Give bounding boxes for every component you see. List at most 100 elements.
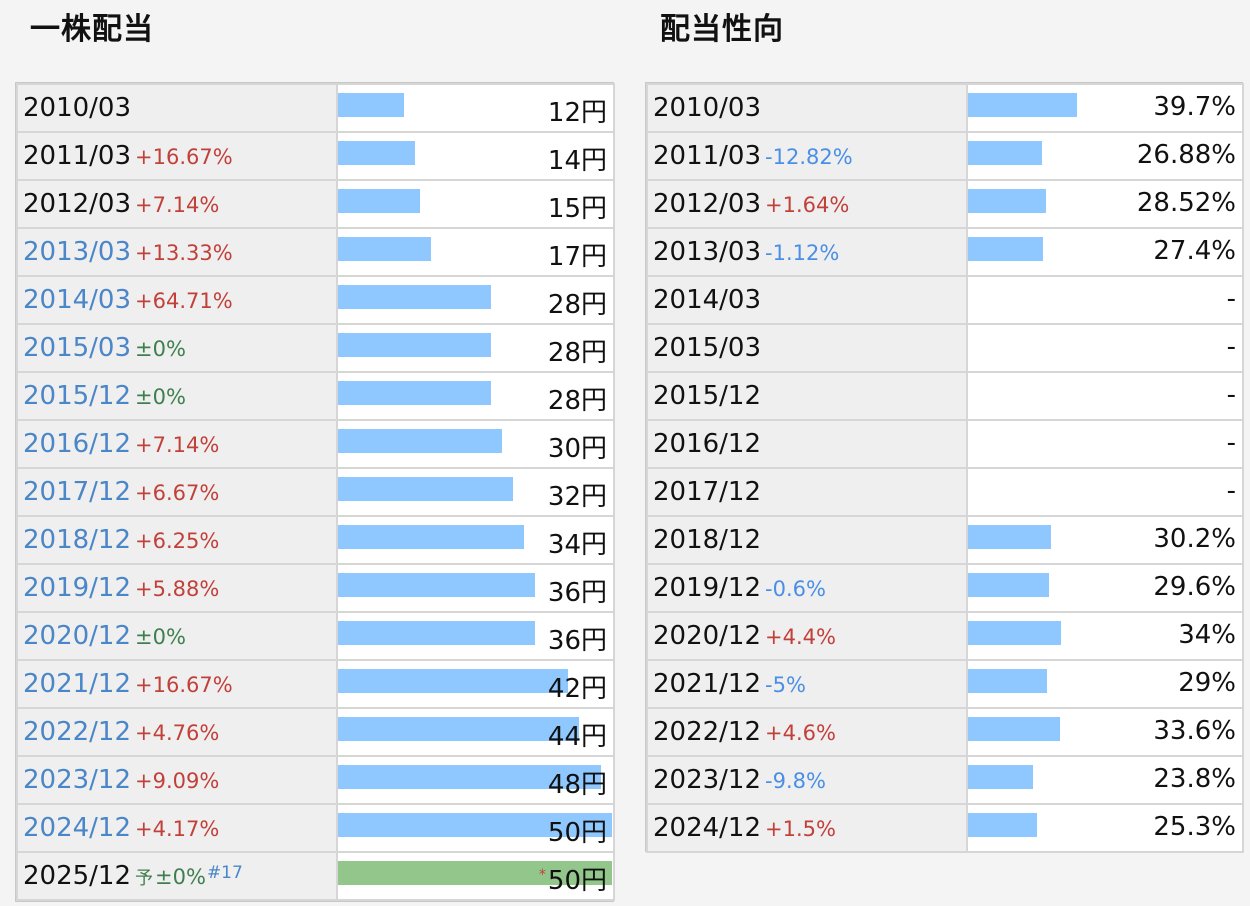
period-label: 2014/03: [653, 285, 762, 315]
forecast-mark: 予: [135, 868, 154, 889]
change-rate: +4.6%: [765, 721, 836, 745]
amount-text: 44円: [547, 722, 607, 752]
change-rate: +7.14%: [135, 193, 220, 217]
payout-bar: [968, 525, 1051, 549]
dividend-value-cell: 50円: [336, 803, 615, 853]
amount-text: 32円: [547, 482, 607, 512]
change-rate: +4.4%: [765, 625, 836, 649]
dividend-bar: [338, 861, 612, 885]
dividend-value-cell: 42円: [336, 659, 615, 709]
payout-bar: [968, 765, 1033, 789]
amount-text: -: [1226, 380, 1236, 410]
dividend-value-cell: 48円: [336, 755, 615, 805]
payout-row: 2015/03 -: [646, 323, 1244, 373]
period-label: 2021/12: [653, 669, 762, 699]
amount-text: 26.88%: [1136, 140, 1236, 170]
change-rate: +5.88%: [135, 577, 220, 601]
dividend-amount: 17円: [548, 236, 607, 273]
amount-text: 23.8%: [1153, 764, 1236, 794]
payout-period-cell: 2015/12: [646, 371, 968, 421]
dividend-row: 2015/03 ±0% 28円: [16, 323, 615, 373]
period-label[interactable]: 2015/03: [23, 333, 132, 363]
payout-row: 2011/03 -12.82% 26.88%: [646, 131, 1244, 181]
change-rate: +16.67%: [135, 145, 233, 169]
dividend-amount: 12円: [548, 92, 607, 129]
amount-text: 50円: [547, 818, 607, 848]
period-label[interactable]: 2016/12: [23, 429, 132, 459]
change-rate: +7.14%: [135, 433, 220, 457]
amount-text: 33.6%: [1153, 716, 1236, 746]
dividend-period-cell: 2016/12 +7.14%: [16, 419, 338, 469]
dividend-value-cell: 28円: [336, 323, 615, 373]
period-label[interactable]: 2019/12: [23, 573, 132, 603]
period-label: 2015/03: [653, 333, 762, 363]
payout-period-cell: 2013/03 -1.12%: [646, 227, 968, 277]
amount-text: 29%: [1178, 668, 1236, 698]
change-rate: +9.09%: [135, 769, 220, 793]
payout-row: 2016/12 -: [646, 419, 1244, 469]
dividend-row: 2024/12 +4.17% 50円: [16, 803, 615, 853]
period-label[interactable]: 2013/03: [23, 237, 132, 267]
period-label[interactable]: 2018/12: [23, 525, 132, 555]
period-label[interactable]: 2014/03: [23, 285, 132, 315]
dividend-amount: 28円: [548, 380, 607, 417]
amount-text: 50円: [547, 866, 607, 896]
period-label: 2011/03: [23, 141, 132, 171]
dividend-period-cell: 2012/03 +7.14%: [16, 179, 338, 229]
period-label[interactable]: 2015/12: [23, 381, 132, 411]
dividend-amount: 32円: [548, 476, 607, 513]
dividend-row: 2012/03 +7.14% 15円: [16, 179, 615, 229]
period-label: 2012/03: [653, 189, 762, 219]
payout-amount: -: [1227, 284, 1236, 314]
period-label: 2022/12: [653, 717, 762, 747]
payout-value-cell: -: [966, 467, 1244, 517]
period-label[interactable]: 2017/12: [23, 477, 132, 507]
amount-text: 28.52%: [1136, 188, 1236, 218]
dividend-bar: [338, 477, 513, 501]
change-rate: +6.67%: [135, 481, 220, 505]
period-label: 2023/12: [653, 765, 762, 795]
payout-row: 2023/12 -9.8% 23.8%: [646, 755, 1244, 805]
dividend-row: 2021/12 +16.67% 42円: [16, 659, 615, 709]
payout-period-cell: 2017/12: [646, 467, 968, 517]
period-label[interactable]: 2020/12: [23, 621, 132, 651]
period-label: 2020/12: [653, 621, 762, 651]
dividend-row: 2016/12 +7.14% 30円: [16, 419, 615, 469]
period-label[interactable]: 2024/12: [23, 813, 132, 843]
dividend-bar: [338, 237, 431, 261]
period-label[interactable]: 2023/12: [23, 765, 132, 795]
dividend-row: 2013/03 +13.33% 17円: [16, 227, 615, 277]
change-rate: ±0%: [135, 625, 186, 649]
reference-link[interactable]: #17: [206, 862, 243, 883]
dividend-table: 2010/03 12円 2011/03 +16.67% 14円 2012/03 +7.14%…: [16, 83, 615, 901]
payout-period-cell: 2014/03: [646, 275, 968, 325]
payout-row: 2013/03 -1.12% 27.4%: [646, 227, 1244, 277]
dividend-period-cell: 2013/03 +13.33%: [16, 227, 338, 277]
payout-row: 2015/12 -: [646, 371, 1244, 421]
payout-period-cell: 2016/12: [646, 419, 968, 469]
dividend-table-panel: 2010/03 12円 2011/03 +16.67% 14円 2012/03 +7.14%…: [15, 82, 615, 902]
dividend-period-cell: 2023/12 +9.09%: [16, 755, 338, 805]
payout-bar: [968, 573, 1049, 597]
amount-text: 15円: [547, 194, 607, 224]
payout-table-panel: 2010/03 39.7% 2011/03 -12.82% 26.88% 2012/03 +…: [645, 82, 1244, 853]
dividend-bar: [338, 189, 420, 213]
dividend-amount: 28円: [548, 332, 607, 369]
dividend-row: 2018/12 +6.25% 34円: [16, 515, 615, 565]
dividend-bar: [338, 525, 524, 549]
payout-value-cell: -: [966, 275, 1244, 325]
payout-title: 配当性向: [660, 12, 784, 47]
dividend-value-cell: 17円: [336, 227, 615, 277]
payout-amount: 27.4%: [1153, 236, 1236, 266]
payout-period-cell: 2015/03: [646, 323, 968, 373]
change-rate: +1.5%: [765, 817, 836, 841]
period-label[interactable]: 2022/12: [23, 717, 132, 747]
period-label: 2018/12: [653, 525, 762, 555]
dividend-value-cell: 28円: [336, 371, 615, 421]
change-rate: ±0%: [155, 865, 206, 889]
period-label[interactable]: 2021/12: [23, 669, 132, 699]
dividend-amount: 15円: [548, 188, 607, 225]
dividend-bar: [338, 429, 502, 453]
payout-value-cell: 25.3%: [966, 803, 1244, 853]
dividend-bar: [338, 621, 535, 645]
